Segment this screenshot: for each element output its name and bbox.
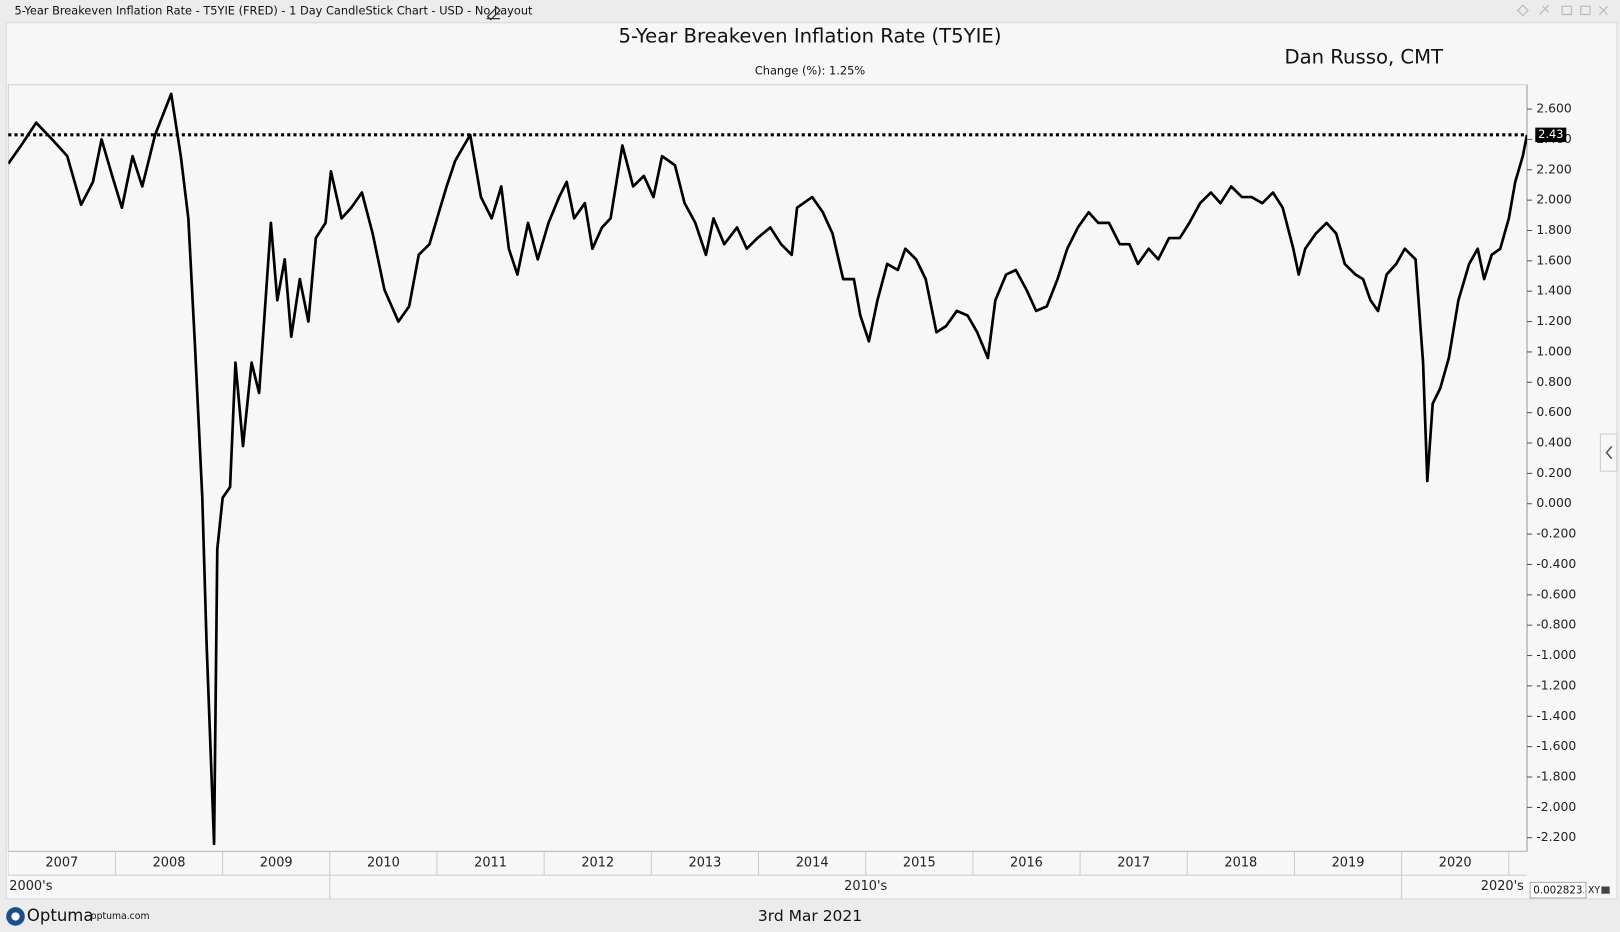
x-tick-label: 2016 <box>1010 856 1043 871</box>
decade-label: 2010's <box>844 879 887 894</box>
y-tick-label: -0.800 <box>1536 617 1576 632</box>
y-tick-label: -2.200 <box>1536 829 1576 844</box>
price-line <box>8 92 1528 846</box>
y-tick-label: -1.400 <box>1536 708 1576 723</box>
close-icon[interactable] <box>1598 5 1609 15</box>
y-tick-label: 1.800 <box>1536 222 1572 237</box>
y-tick-label: -0.400 <box>1536 556 1576 571</box>
x-tick-label: 2015 <box>903 856 936 871</box>
y-tick-label: 0.200 <box>1536 465 1572 480</box>
y-tick-label: 1.400 <box>1536 283 1572 298</box>
chart-subtitle: Change (%): 1.25% <box>755 63 865 77</box>
y-tick-label: 1.000 <box>1536 343 1572 358</box>
x-tick-label: 2013 <box>689 856 722 871</box>
chart-layer: 2.6002.4002.2002.0001.8001.6001.4001.200… <box>8 92 1576 899</box>
scale-input-clip: 0.0028233 <box>1533 885 1589 897</box>
control-icon[interactable] <box>1516 4 1529 17</box>
x-tick-label: 2011 <box>474 856 507 871</box>
x-tick-label: 2018 <box>1224 856 1257 871</box>
y-tick-label: 0.600 <box>1536 404 1572 419</box>
x-tick-label: 2008 <box>153 856 186 871</box>
x-tick-label: 2012 <box>581 856 614 871</box>
plot-clip <box>8 92 1528 846</box>
y-tick-label: 1.600 <box>1536 252 1572 267</box>
x-tick-label: 2017 <box>1117 856 1150 871</box>
y-tick-label: -1.600 <box>1536 738 1576 753</box>
y-tick-label: 2.200 <box>1536 161 1572 176</box>
footer-date: 3rd Mar 2021 <box>758 907 862 925</box>
x-axis-labels: 2007 2008 2009 2010 2011 2012 2013 2014 2015 2016… <box>8 851 1524 899</box>
x-tick-label: 2014 <box>796 856 829 871</box>
y-tick-label: 0.800 <box>1536 374 1572 389</box>
annotation: Dan Russo, CMT <box>1284 45 1444 68</box>
x-tick-label: 2019 <box>1332 856 1365 871</box>
maximize-icon[interactable] <box>1580 5 1591 16</box>
y-tick-label: -0.600 <box>1536 586 1576 601</box>
reference-badge <box>1535 127 1567 143</box>
scale-input-text: 0.0028233 <box>1533 885 1589 897</box>
y-tick-label: -1.200 <box>1536 677 1576 692</box>
y-tick-label: 2.000 <box>1536 192 1572 207</box>
pin-icon[interactable] <box>1538 4 1550 15</box>
x-tick-label: 2010 <box>367 856 400 871</box>
y-tick-label: -1.000 <box>1536 647 1576 662</box>
x-tick-label: 2007 <box>45 856 78 871</box>
y-tick-label: -2.000 <box>1536 799 1576 814</box>
y-tick-label: 0.000 <box>1536 495 1572 510</box>
scale-input[interactable] <box>1529 881 1587 899</box>
x-tick-label: 2020 <box>1439 856 1472 871</box>
plot-area <box>7 84 1528 852</box>
decade-label: 2020's <box>1481 879 1524 894</box>
brand: Optuma <box>27 906 94 925</box>
brand-site: optuma.com <box>91 911 150 922</box>
side-tab[interactable] <box>1599 433 1618 472</box>
collapse-arrow[interactable] <box>1605 445 1613 460</box>
restore-icon[interactable] <box>1561 5 1573 16</box>
chart-title: 5-Year Breakeven Inflation Rate (T5YIE) <box>619 25 1002 48</box>
x-tick-label: 2009 <box>260 856 293 871</box>
lock-icon[interactable] <box>1601 886 1610 894</box>
mode-label[interactable]: XY <box>1588 885 1600 896</box>
decade-label: 2000's <box>9 879 52 894</box>
y-tick-label: 0.400 <box>1536 435 1572 450</box>
y-tick-label: 1.200 <box>1536 313 1572 328</box>
window-controls <box>1516 4 1609 17</box>
y-tick-label: -1.800 <box>1536 768 1576 783</box>
reference-label: 2.43 <box>1538 127 1563 141</box>
y-tick-label: 2.600 <box>1536 101 1572 116</box>
y-tick-label: -0.200 <box>1536 526 1576 541</box>
window-title: 5-Year Breakeven Inflation Rate - T5YIE … <box>14 3 533 17</box>
logo-hole <box>11 912 20 921</box>
edit-icon[interactable] <box>486 6 501 21</box>
